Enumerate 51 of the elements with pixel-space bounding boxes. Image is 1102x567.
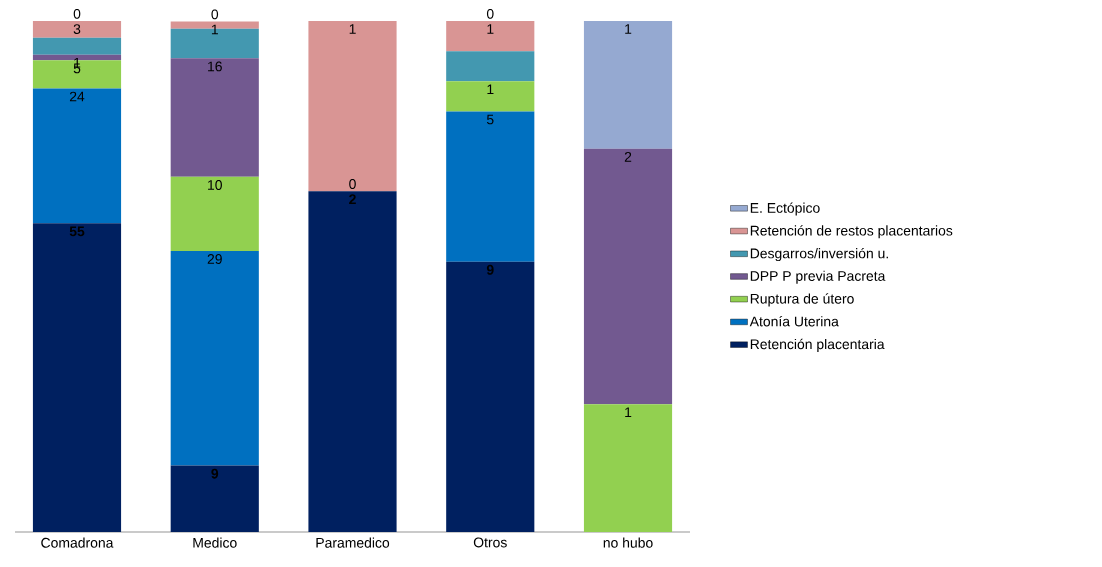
- bar: [583, 20, 673, 149]
- legend-label: E. Ectópico: [750, 202, 820, 216]
- annotation: 29: [207, 254, 222, 265]
- bar: [446, 81, 535, 112]
- annotation: 55: [69, 226, 85, 237]
- annotation: 3: [73, 24, 81, 35]
- annotation: 0: [486, 8, 494, 19]
- annotation: 1: [625, 24, 632, 34]
- bar: [446, 20, 535, 52]
- annotation: 16: [208, 61, 222, 72]
- legend-label: Atonía Uterina: [749, 316, 839, 327]
- bar: [308, 20, 397, 192]
- bar: [32, 223, 122, 532]
- bar: [170, 465, 259, 532]
- bar: [446, 261, 535, 532]
- bar: [583, 148, 673, 405]
- bar: [32, 60, 122, 89]
- legend-label: DPP P previa Pacreta: [750, 270, 886, 284]
- annotation: 0: [349, 179, 356, 189]
- annotation: 24: [69, 91, 85, 102]
- annotation: 2: [349, 194, 356, 205]
- bar: [170, 176, 259, 251]
- annotation: 9: [486, 264, 494, 275]
- annotation: 10: [208, 180, 222, 190]
- bar: [32, 37, 122, 55]
- legend-label: Desgarros/inversión u.: [750, 247, 888, 262]
- x-tick-label: Otros: [473, 537, 507, 548]
- legend-label: Ruptura de útero: [750, 293, 854, 307]
- annotation: 0: [73, 8, 81, 19]
- annotation: 2: [624, 151, 632, 162]
- annotation: 1: [349, 24, 356, 34]
- bar: [32, 88, 122, 224]
- x-tick-label: Paramedico: [316, 537, 390, 548]
- annotation: 9: [211, 468, 219, 479]
- x-tick-label: Medico: [193, 537, 237, 548]
- annotation: 5: [486, 114, 494, 125]
- bar: [170, 250, 259, 466]
- bar: [446, 111, 535, 262]
- x-tick-label: no hubo: [603, 537, 653, 548]
- legend-label: Retención placentaria: [750, 338, 885, 352]
- bar: [583, 404, 673, 532]
- annotation: 1: [625, 407, 632, 418]
- legend-label: Retención de restos placentarios: [750, 225, 953, 239]
- bar: [446, 51, 535, 82]
- bar: [170, 58, 259, 177]
- bar: [308, 191, 397, 532]
- annotation: 0: [211, 9, 219, 20]
- annotation: 1: [487, 84, 494, 95]
- bar: [32, 20, 122, 38]
- x-tick-label: Comadrona: [41, 537, 114, 548]
- annotation: 1: [487, 24, 494, 34]
